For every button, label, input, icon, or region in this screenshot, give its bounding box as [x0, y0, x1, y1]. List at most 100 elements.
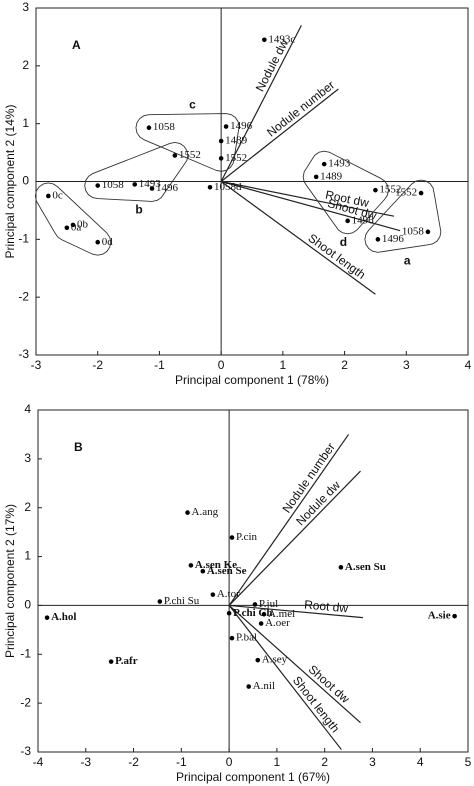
point — [246, 684, 251, 689]
group-label: c — [189, 98, 196, 112]
x-tick-label: 3 — [403, 358, 410, 372]
point-label: 1058 — [153, 121, 176, 133]
group-outline — [135, 113, 240, 172]
point — [425, 229, 431, 235]
x-tick-label: 2 — [321, 755, 328, 769]
point — [218, 138, 224, 144]
point — [108, 659, 114, 664]
point-label: 1489 — [225, 135, 248, 147]
y-tick-label: 2 — [22, 58, 29, 72]
point — [95, 239, 101, 245]
point — [64, 225, 70, 231]
point — [375, 237, 381, 242]
point-label: A.sen Su — [345, 561, 386, 573]
point — [313, 174, 319, 180]
group-label: b — [135, 203, 142, 217]
point — [258, 621, 264, 626]
x-tick-label: 0 — [226, 755, 233, 769]
point-label: 1496 — [230, 120, 253, 132]
y-tick-label: 1 — [22, 116, 29, 130]
point-label: 1552 — [379, 184, 401, 196]
point — [373, 187, 378, 193]
group-outline — [364, 179, 442, 253]
x-tick-label: -3 — [80, 755, 91, 769]
point-label: A.sie — [428, 610, 451, 622]
point-label: 1058 — [102, 179, 125, 191]
x-tick-label: 2 — [341, 358, 348, 372]
y-tick-label: 0 — [22, 174, 29, 188]
vector-label: Shoot length — [306, 231, 369, 282]
y-tick-label: -1 — [18, 232, 29, 246]
point — [321, 161, 327, 167]
point — [229, 635, 235, 641]
x-tick-label: 4 — [465, 358, 472, 372]
y-tick-label: -3 — [20, 744, 31, 758]
loading-vector — [221, 180, 395, 217]
point-label: A.oer — [265, 617, 290, 629]
point — [218, 156, 224, 161]
loading-vector — [228, 604, 361, 724]
x-tick-label: 3 — [369, 755, 376, 769]
x-axis-label: Principal component 1 (67%) — [176, 770, 330, 784]
point-label: 0b — [77, 218, 89, 230]
point-label: 1058d — [214, 181, 242, 193]
point — [452, 613, 457, 619]
point-label: P.afr — [115, 655, 138, 667]
point — [262, 37, 267, 43]
point — [70, 222, 76, 228]
point — [188, 563, 194, 568]
point-label: P.bal — [236, 632, 257, 644]
point — [223, 124, 229, 129]
x-tick-label: -1 — [154, 358, 165, 372]
point-label: A.hol — [51, 611, 76, 623]
point — [210, 592, 216, 597]
point-label: 1552 — [179, 149, 201, 161]
point-label: 1493 — [328, 158, 351, 170]
point — [44, 615, 50, 620]
y-tick-label: -2 — [18, 289, 29, 303]
y-axis-label: Principal component 2 (17%) — [3, 504, 17, 658]
x-tick-label: -2 — [92, 358, 103, 372]
vector-label: Nodule dw — [253, 37, 292, 94]
point-label: 0d — [102, 236, 114, 248]
point-label: P.chi Su — [164, 595, 200, 607]
loading-vector — [220, 181, 376, 295]
point — [229, 535, 235, 540]
panel-title: B — [74, 440, 83, 454]
point-label: 1552 — [395, 187, 417, 199]
y-axis-label: Principal component 2 (14%) — [3, 104, 17, 258]
vector-label: Root dw — [304, 597, 349, 615]
y-tick-label: 3 — [22, 0, 29, 14]
point — [157, 599, 163, 604]
panel-title: A — [72, 38, 81, 52]
y-tick-label: -2 — [20, 695, 31, 709]
y-tick-label: 2 — [24, 500, 31, 514]
point — [418, 190, 424, 196]
point — [338, 565, 344, 570]
y-tick-label: 3 — [24, 451, 31, 465]
x-tick-label: -1 — [176, 755, 187, 769]
point — [132, 182, 138, 187]
point-label: A.sey — [262, 654, 288, 666]
point-label: P.jul — [259, 598, 278, 610]
group-label: a — [404, 254, 411, 268]
point — [345, 218, 350, 224]
point — [207, 184, 213, 190]
point — [185, 510, 190, 515]
y-tick-label: 4 — [24, 402, 31, 416]
point-label: 1496 — [156, 182, 179, 194]
x-tick-label: -4 — [33, 755, 44, 769]
point-label: P.cin — [236, 531, 258, 543]
point — [95, 183, 101, 188]
point — [261, 611, 267, 617]
point — [146, 125, 152, 131]
point — [172, 153, 178, 158]
vector-label: Nodule number — [264, 78, 337, 140]
loading-vector — [220, 88, 339, 182]
point-label: 1058 — [402, 225, 425, 237]
group-label: d — [340, 235, 347, 249]
group-outline — [34, 182, 112, 256]
loading-vector — [220, 180, 401, 232]
point — [46, 193, 51, 199]
y-tick-label: -3 — [18, 347, 29, 361]
